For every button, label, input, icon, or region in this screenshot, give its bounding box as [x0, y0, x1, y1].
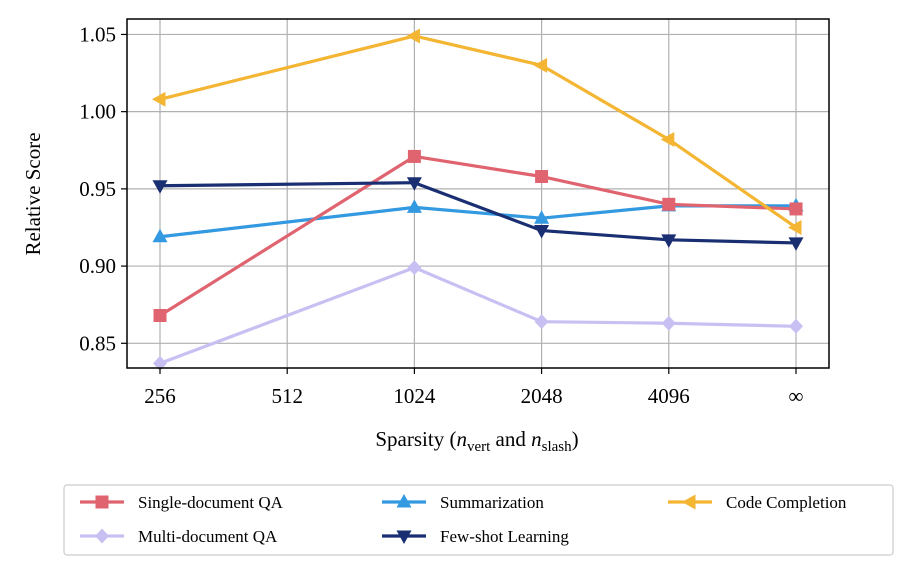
- y-tick-label: 1.05: [79, 22, 116, 46]
- y-tick-label: 0.95: [79, 177, 116, 201]
- legend-swatch-marker: [396, 494, 412, 508]
- data-point: [407, 149, 421, 163]
- legend-item: Code Completion: [668, 493, 847, 512]
- y-axis-label: Relative Score: [21, 132, 45, 255]
- x-tick-label: ∞: [789, 384, 804, 408]
- x-tick-label: 1024: [393, 384, 436, 408]
- legend-item: Few-shot Learning: [382, 527, 569, 546]
- data-point: [788, 237, 804, 251]
- x-tick-label: 256: [144, 384, 176, 408]
- legend-label: Few-shot Learning: [440, 527, 569, 546]
- x-tick-label: 512: [271, 384, 303, 408]
- legend-swatch-marker: [95, 528, 109, 544]
- y-tick-label: 0.90: [79, 254, 116, 278]
- legend-swatch-marker: [396, 530, 412, 544]
- data-point: [406, 177, 422, 191]
- legend-item: Summarization: [382, 493, 544, 512]
- y-tick-label: 1.00: [79, 100, 116, 124]
- legend-label: Multi-document QA: [138, 527, 278, 546]
- series-multi-document-qa: [153, 260, 803, 371]
- data-point: [788, 219, 802, 235]
- x-tick-label: 2048: [521, 384, 563, 408]
- data-point: [789, 202, 803, 216]
- series-line: [159, 204, 796, 239]
- legend-swatch-marker: [95, 495, 109, 509]
- series-single-document-qa: [153, 149, 803, 322]
- series-layer: [152, 28, 804, 371]
- series-line: [159, 34, 797, 229]
- data-point: [789, 318, 803, 334]
- plot-frame: [126, 18, 830, 369]
- legend-swatch-marker: [682, 494, 696, 510]
- data-point: [660, 131, 675, 147]
- data-point: [534, 314, 549, 330]
- data-point: [533, 57, 548, 73]
- data-point: [662, 197, 676, 211]
- x-axis-label: Sparsity (nvert and nslash): [375, 427, 578, 455]
- data-point: [152, 228, 168, 243]
- data-point: [406, 28, 420, 44]
- data-point: [407, 260, 422, 276]
- legend-item: Multi-document QA: [80, 527, 278, 546]
- series-code-completion: [152, 28, 802, 235]
- legend: Single-document QA Summarization Code Comp…: [63, 484, 894, 556]
- y-tick-label: 0.85: [79, 331, 116, 355]
- grid-lines: [127, 19, 829, 368]
- data-point: [535, 170, 549, 184]
- series-few-shot-learning: [152, 177, 804, 251]
- series-line: [159, 266, 797, 365]
- x-tick-label: 4096: [648, 384, 690, 408]
- data-point: [406, 199, 422, 213]
- data-point: [153, 308, 167, 322]
- axis-ticks: 256 512 1024 2048 4096 ∞ 0.85 0.90 0.95 1.00 1.05: [79, 22, 803, 408]
- data-point: [534, 210, 550, 224]
- legend-label: Code Completion: [726, 493, 847, 512]
- data-point: [152, 91, 166, 107]
- data-point: [661, 315, 676, 331]
- legend-item: Single-document QA: [80, 493, 284, 512]
- data-point: [661, 234, 677, 248]
- data-point: [534, 225, 550, 239]
- legend-label: Summarization: [440, 493, 544, 512]
- data-point: [152, 180, 168, 194]
- legend-label: Single-document QA: [138, 493, 284, 512]
- series-line: [159, 154, 797, 317]
- data-point: [153, 355, 167, 371]
